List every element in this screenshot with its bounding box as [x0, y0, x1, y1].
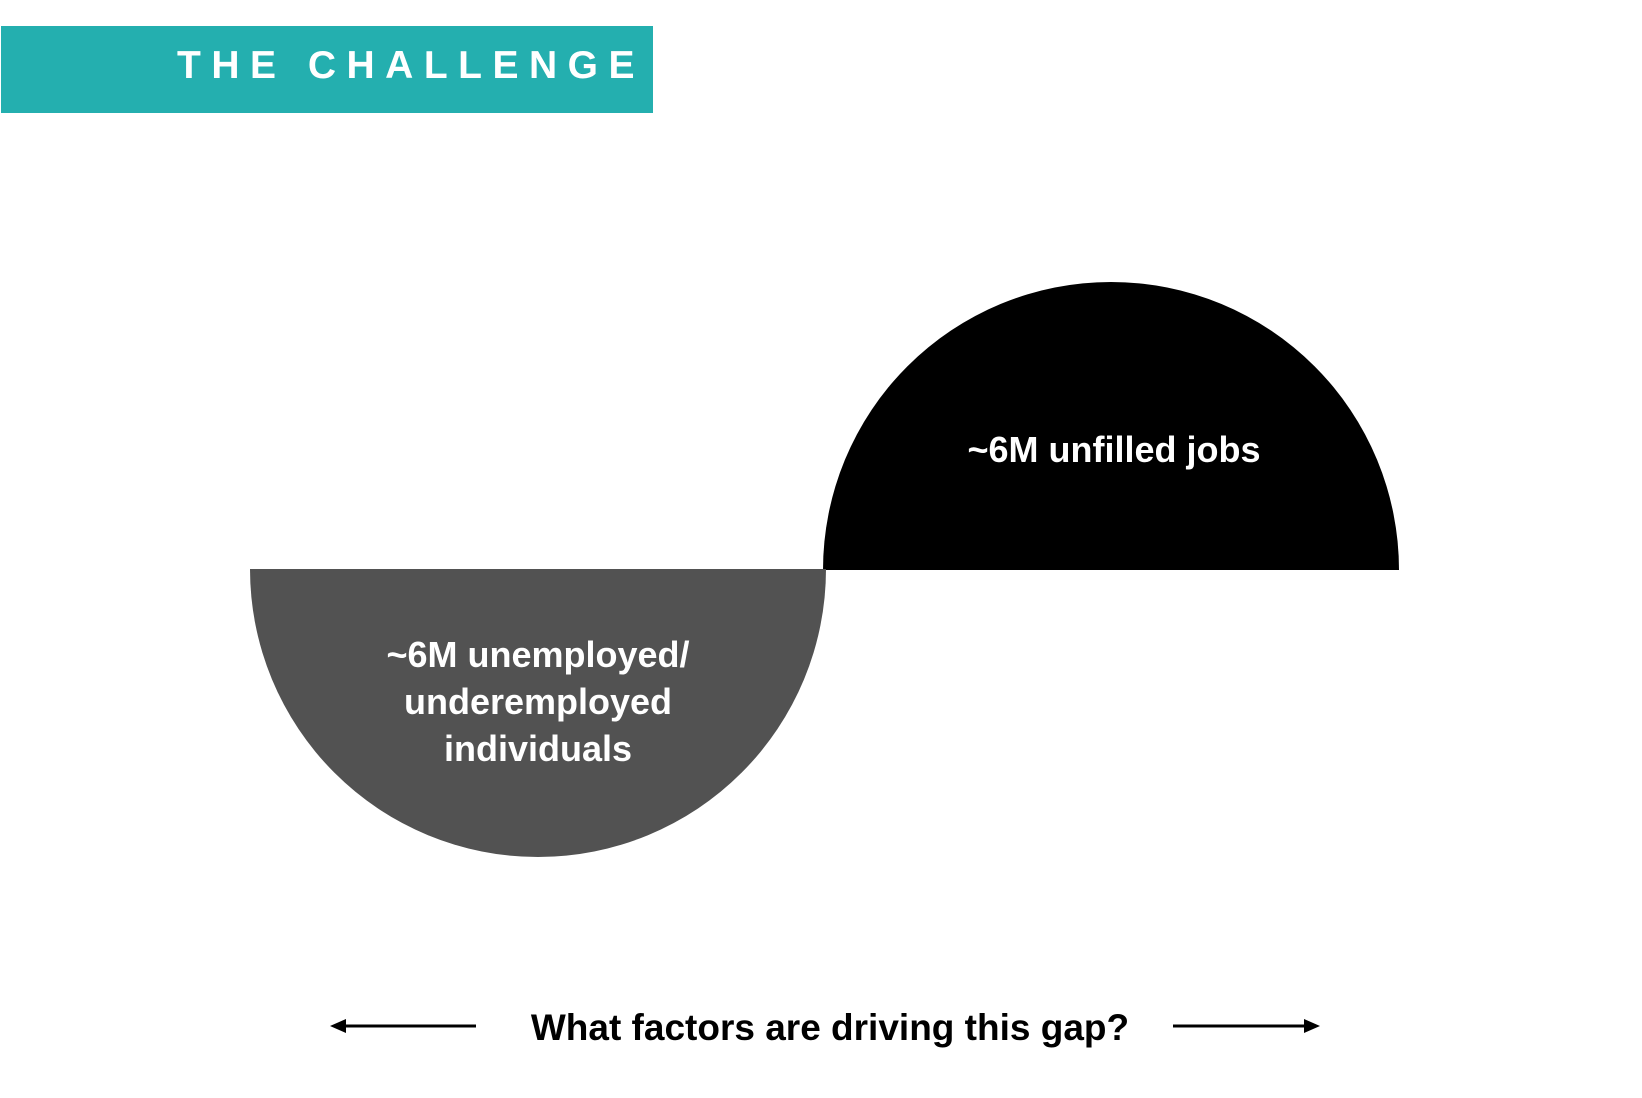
unemployed-label: ~6M unemployed/ underemployed individual… — [298, 631, 778, 772]
unfilled-jobs-label: ~6M unfilled jobs — [967, 429, 1261, 470]
arrow-right-icon — [1173, 1019, 1320, 1033]
unemployed-semicircle — [250, 569, 826, 857]
arrow-left-icon — [330, 1019, 476, 1033]
unemployed-label-line: ~6M unemployed/ — [386, 634, 690, 675]
page-title: THE CHALLENGE — [177, 44, 645, 87]
unfilled-jobs-semicircle — [823, 282, 1399, 570]
unemployed-label-line: individuals — [443, 728, 633, 769]
header-banner — [1, 26, 653, 113]
gap-question: What factors are driving this gap? — [530, 1007, 1130, 1048]
unemployed-label-line: underemployed — [403, 681, 673, 722]
